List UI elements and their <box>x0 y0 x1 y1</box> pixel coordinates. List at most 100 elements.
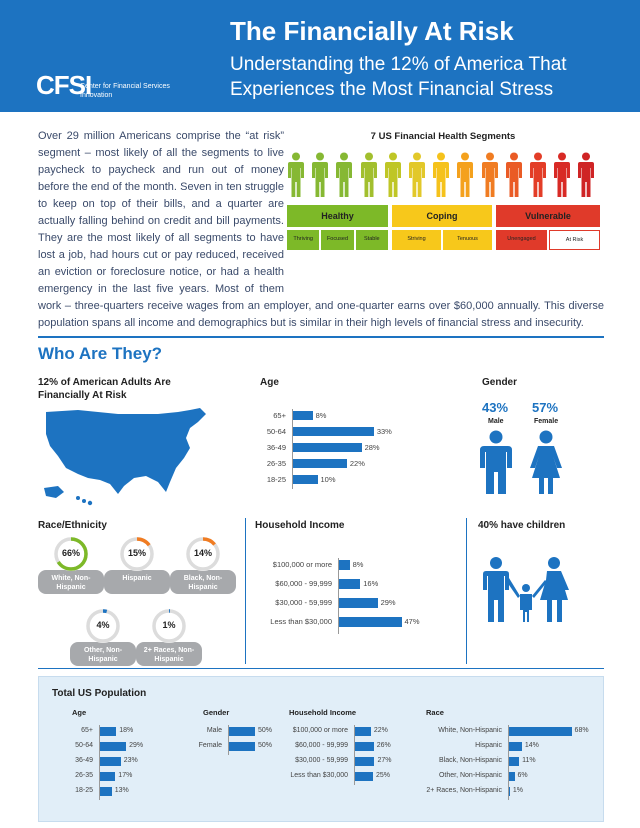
female-percent: 57% <box>532 400 559 415</box>
intro-paragraph: Over 29 million Americans comprise the “… <box>38 128 604 332</box>
total-income-value-label: 27% <box>377 757 392 764</box>
total-gender-axis <box>228 725 229 755</box>
total-age-value-label: 29% <box>129 742 144 749</box>
total-race-tick-label: Other, Non-Hispanic <box>438 772 502 779</box>
age-bar <box>293 427 374 436</box>
segment-sub-tenuous: Tenuous <box>443 230 492 250</box>
segment-sub-unengaged: Unengaged <box>496 230 547 250</box>
segment-sub-focused: Focused <box>321 230 354 250</box>
income-bar <box>339 598 378 608</box>
total-income-tick-label: $30,000 - 59,999 <box>295 757 348 764</box>
income-tick-label: $100,000 or more <box>272 560 332 569</box>
age-bar <box>293 443 362 452</box>
total-age-value-label: 23% <box>123 757 138 764</box>
total-income-bar <box>355 772 373 781</box>
income-value-label: 8% <box>352 560 364 569</box>
segment-person-icon <box>409 152 425 197</box>
total-chart-heading: Age <box>72 708 87 717</box>
total-race-bar <box>509 772 515 781</box>
total-age-bar <box>100 757 121 766</box>
male-label: Male <box>488 418 504 425</box>
header-banner <box>0 0 640 112</box>
income-value-label: 29% <box>380 598 396 607</box>
income-tick-label: Less than $30,000 <box>270 617 332 626</box>
race-percent: 15% <box>127 548 146 558</box>
total-age-value-label: 18% <box>119 727 134 734</box>
total-race-tick-label: White, Non-Hispanic <box>438 727 502 734</box>
segment-sub-stable: Stable <box>355 230 388 250</box>
age-axis <box>292 409 293 489</box>
total-income-bar <box>355 757 375 766</box>
total-gender-tick-label: Female <box>198 742 222 749</box>
segment-person-icon <box>554 152 571 197</box>
separator-right <box>466 518 467 664</box>
section-divider-bottom <box>38 668 604 669</box>
total-race-tick-label: Black, Non-Hispanic <box>438 757 502 764</box>
income-tick-label: $30,000 - 59,999 <box>275 598 332 607</box>
total-age-bar <box>100 772 116 781</box>
race-donut <box>186 537 220 571</box>
total-income-value-label: 26% <box>376 742 391 749</box>
total-gender-bar <box>229 742 255 751</box>
total-chart-heading: Race <box>426 708 444 717</box>
total-income-tick-label: Less than $30,000 <box>290 772 348 779</box>
race-label: 2+ Races, Non-Hispanic <box>136 642 202 666</box>
total-age-tick-label: 50-64 <box>75 742 93 749</box>
race-heading: Race/Ethnicity <box>38 520 107 531</box>
total-income-bar <box>355 742 374 751</box>
total-race-bar <box>509 757 520 766</box>
age-value-label: 8% <box>315 411 327 420</box>
segment-person-icon <box>288 152 304 197</box>
total-income-bar <box>355 727 371 736</box>
female-label: Female <box>534 418 559 425</box>
income-bar <box>339 579 361 589</box>
age-value-label: 22% <box>349 459 365 468</box>
race-label: Other, Non-Hispanic <box>70 642 136 666</box>
segment-person-icon <box>384 152 401 197</box>
income-axis <box>338 558 339 634</box>
race-percent: 14% <box>193 548 212 558</box>
female-icon <box>530 430 562 494</box>
income-tick-label: $60,000 - 99,999 <box>275 579 332 588</box>
total-income-value-label: 25% <box>376 772 391 779</box>
age-value-label: 28% <box>364 443 380 452</box>
gender-heading: Gender <box>482 377 518 388</box>
who-are-they-title: Who Are They? <box>38 344 163 363</box>
age-tick-label: 26-35 <box>266 459 286 468</box>
race-label: Hispanic <box>104 570 170 594</box>
intro-text: Over 29 million Americans comprise the “… <box>38 130 604 329</box>
segment-group-vulnerable: Vulnerable <box>496 205 600 227</box>
total-income-axis <box>354 725 355 785</box>
segment-person-icon <box>530 152 546 197</box>
total-race-tick-label: Hispanic <box>475 742 502 749</box>
total-income-value-label: 22% <box>373 727 388 734</box>
income-value-label: 47% <box>404 617 420 626</box>
race-donut <box>152 609 186 643</box>
race-percent: 1% <box>162 620 176 630</box>
race-percent: 4% <box>96 620 110 630</box>
race-donut <box>120 537 154 571</box>
total-age-bar <box>100 787 112 796</box>
map-heading: 12% of American Adults Are Financially A… <box>38 377 171 401</box>
segment-person-icon <box>578 152 595 197</box>
total-race-axis <box>508 725 509 800</box>
total-race-value-label: 14% <box>524 742 539 749</box>
age-value-label: 33% <box>376 427 392 436</box>
age-bar <box>293 475 318 484</box>
income-value-label: 16% <box>363 579 379 588</box>
page-title: The Financially At Risk <box>230 16 514 46</box>
segment-person-icon <box>360 152 377 197</box>
race-donut <box>54 537 88 571</box>
segments-title: 7 US Financial Health Segments <box>370 131 516 142</box>
total-age-value-label: 17% <box>118 772 133 779</box>
total-age-tick-label: 36-49 <box>75 757 93 764</box>
race-donut <box>86 609 120 643</box>
total-age-value-label: 13% <box>114 787 129 794</box>
segment-person-icon <box>457 152 474 197</box>
total-race-value-label: 68% <box>574 727 589 734</box>
race-label: White, Non-Hispanic <box>38 570 104 594</box>
total-gender-bar <box>229 727 255 736</box>
age-tick-label: 65+ <box>273 411 286 420</box>
total-income-tick-label: $100,000 or more <box>292 727 348 734</box>
total-age-bar <box>100 742 127 751</box>
